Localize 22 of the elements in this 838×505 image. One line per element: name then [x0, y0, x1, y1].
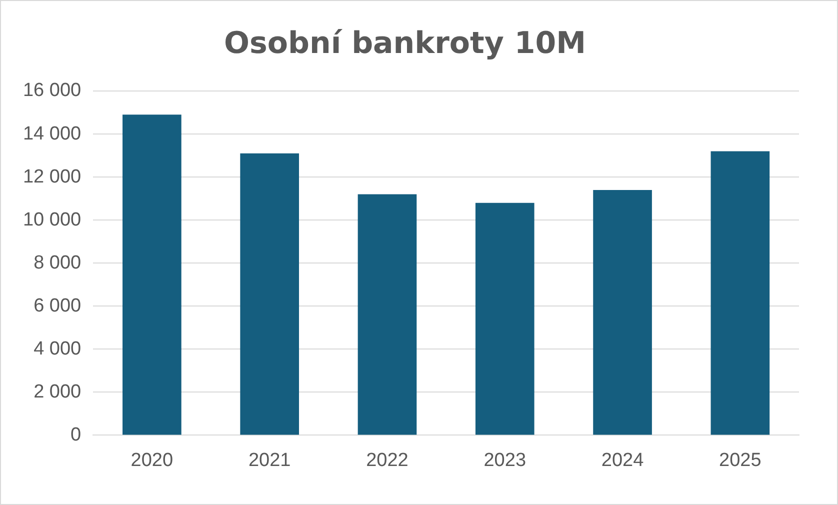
bar — [240, 153, 299, 435]
y-tick-label: 8 000 — [34, 252, 82, 274]
y-tick-label: 16 000 — [22, 80, 82, 102]
bar — [122, 114, 182, 435]
x-tick-label: 2023 — [484, 450, 526, 471]
y-tick-label: 2 000 — [34, 381, 82, 402]
y-tick-label: 4 000 — [34, 338, 82, 360]
y-tick-label: 10 000 — [22, 209, 82, 230]
chart-title: Osobní bankroty 10M — [224, 26, 586, 61]
x-tick-label: 2020 — [130, 450, 174, 471]
x-tick-label: 2024 — [601, 450, 644, 471]
x-tick-label: 2022 — [366, 450, 408, 471]
x-tick-label: 2025 — [719, 450, 762, 471]
y-tick-label: 14 000 — [22, 123, 82, 144]
y-tick-label: 0 — [70, 424, 82, 446]
x-tick-label: 2021 — [248, 450, 291, 471]
bar — [710, 151, 770, 435]
y-tick-label: 12 000 — [22, 166, 82, 188]
y-tick-label: 6 000 — [34, 295, 82, 316]
bar — [475, 202, 534, 435]
bar — [358, 194, 417, 435]
bar — [593, 190, 652, 435]
